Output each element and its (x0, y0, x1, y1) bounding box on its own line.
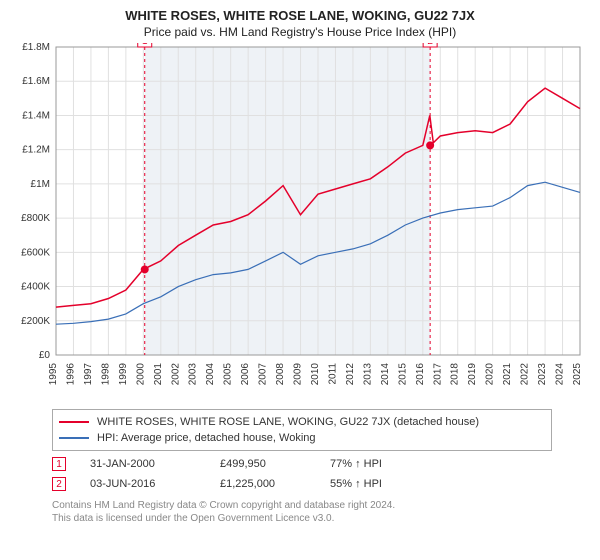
svg-text:2001: 2001 (153, 363, 164, 386)
sale-row-1: 1 31-JAN-2000 £499,950 77% ↑ HPI (52, 457, 552, 471)
svg-text:2010: 2010 (310, 363, 321, 386)
svg-text:£600K: £600K (21, 247, 50, 258)
chart-subtitle: Price paid vs. HM Land Registry's House … (12, 25, 588, 39)
svg-text:2: 2 (427, 43, 433, 47)
sale-diff: 77% ↑ HPI (330, 458, 440, 470)
sale-diff: 55% ↑ HPI (330, 478, 440, 490)
price-chart: £0 £200K £400K £600K £800K £1M £1.2M £1.4M £1.6M… (12, 43, 588, 403)
svg-text:2016: 2016 (415, 363, 426, 386)
svg-text:2006: 2006 (240, 363, 251, 386)
svg-text:2011: 2011 (327, 363, 338, 385)
chart-area: £0 £200K £400K £600K £800K £1M £1.2M £1.4M £1.6M… (12, 43, 588, 403)
legend-row-property: WHITE ROSES, WHITE ROSE LANE, WOKING, GU… (59, 414, 545, 430)
svg-text:1997: 1997 (83, 363, 94, 386)
svg-text:2024: 2024 (555, 363, 566, 386)
svg-text:£0: £0 (39, 350, 51, 361)
sale-date: 03-JUN-2016 (90, 478, 220, 490)
svg-text:2025: 2025 (572, 363, 583, 386)
svg-text:£400K: £400K (21, 282, 50, 293)
svg-text:1996: 1996 (65, 363, 76, 386)
legend-row-hpi: HPI: Average price, detached house, Woki… (59, 430, 545, 446)
sale-badge: 1 (52, 457, 66, 471)
svg-text:£1.8M: £1.8M (22, 43, 50, 53)
svg-text:2003: 2003 (188, 363, 199, 386)
svg-text:£1.6M: £1.6M (22, 76, 50, 87)
svg-text:2023: 2023 (537, 363, 548, 386)
svg-text:2008: 2008 (275, 363, 286, 386)
svg-text:2021: 2021 (502, 363, 513, 386)
sale-date: 31-JAN-2000 (90, 458, 220, 470)
sale-price: £1,225,000 (220, 478, 330, 490)
svg-text:2002: 2002 (170, 363, 181, 386)
legend-swatch (59, 421, 89, 423)
svg-text:£1M: £1M (31, 179, 50, 190)
footer-line: Contains HM Land Registry data © Crown c… (52, 499, 572, 512)
svg-text:1999: 1999 (118, 363, 129, 386)
svg-text:2012: 2012 (345, 363, 356, 386)
svg-text:1998: 1998 (100, 363, 111, 386)
svg-text:2005: 2005 (223, 363, 234, 386)
svg-text:£200K: £200K (21, 316, 50, 327)
svg-text:2004: 2004 (205, 363, 216, 386)
svg-text:2009: 2009 (293, 363, 304, 386)
svg-text:2019: 2019 (467, 363, 478, 386)
svg-text:2015: 2015 (397, 363, 408, 386)
footer-line: This data is licensed under the Open Gov… (52, 512, 572, 525)
svg-text:2007: 2007 (258, 363, 269, 386)
svg-text:£1.4M: £1.4M (22, 110, 50, 121)
svg-text:2013: 2013 (362, 363, 373, 386)
footer: Contains HM Land Registry data © Crown c… (52, 499, 572, 525)
page: WHITE ROSES, WHITE ROSE LANE, WOKING, GU… (0, 0, 600, 560)
legend-label: HPI: Average price, detached house, Woki… (97, 430, 316, 446)
svg-text:2020: 2020 (485, 363, 496, 386)
svg-text:2022: 2022 (520, 363, 531, 386)
sale-price: £499,950 (220, 458, 330, 470)
legend-swatch (59, 437, 89, 439)
svg-text:1995: 1995 (48, 363, 59, 386)
svg-text:2017: 2017 (432, 363, 443, 386)
sale-badge: 2 (52, 477, 66, 491)
svg-text:2014: 2014 (380, 363, 391, 386)
svg-text:1: 1 (142, 43, 148, 47)
svg-text:£800K: £800K (21, 213, 50, 224)
svg-text:2000: 2000 (135, 363, 146, 386)
svg-text:2018: 2018 (450, 363, 461, 386)
legend: WHITE ROSES, WHITE ROSE LANE, WOKING, GU… (52, 409, 552, 451)
legend-label: WHITE ROSES, WHITE ROSE LANE, WOKING, GU… (97, 414, 479, 430)
chart-title: WHITE ROSES, WHITE ROSE LANE, WOKING, GU… (12, 8, 588, 23)
sale-row-2: 2 03-JUN-2016 £1,225,000 55% ↑ HPI (52, 477, 552, 491)
svg-text:£1.2M: £1.2M (22, 145, 50, 156)
